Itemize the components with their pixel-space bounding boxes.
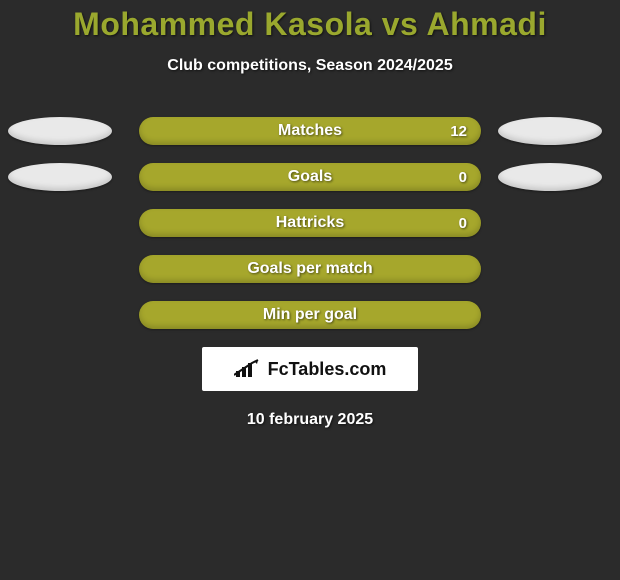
- stat-label: Matches: [278, 122, 342, 140]
- comparison-card: Mohammed Kasola vs Ahmadi Club competiti…: [0, 0, 620, 580]
- bar-chart-icon: [234, 359, 262, 379]
- stat-label: Goals per match: [247, 260, 372, 278]
- stat-label: Min per goal: [263, 306, 357, 324]
- stat-value: 0: [459, 169, 467, 186]
- page-title: Mohammed Kasola vs Ahmadi: [0, 6, 620, 43]
- stat-row: Min per goal: [0, 301, 620, 329]
- left-ellipse: [8, 117, 112, 145]
- stat-bar: Matches 12: [139, 117, 481, 145]
- right-ellipse: [498, 163, 602, 191]
- date-text: 10 february 2025: [0, 411, 620, 429]
- stat-value: 12: [450, 123, 467, 140]
- site-logo[interactable]: FcTables.com: [202, 347, 418, 391]
- stat-label: Hattricks: [276, 214, 344, 232]
- stat-row: Matches 12: [0, 117, 620, 145]
- stat-row: Goals per match: [0, 255, 620, 283]
- stat-label: Goals: [288, 168, 332, 186]
- left-ellipse: [8, 163, 112, 191]
- stat-rows: Matches 12 Goals 0 Hattricks 0 Goals per match…: [0, 117, 620, 329]
- stat-value: 0: [459, 215, 467, 232]
- stat-row: Hattricks 0: [0, 209, 620, 237]
- stat-bar: Goals per match: [139, 255, 481, 283]
- stat-bar: Min per goal: [139, 301, 481, 329]
- right-ellipse: [498, 117, 602, 145]
- stat-bar: Goals 0: [139, 163, 481, 191]
- logo-text: FcTables.com: [268, 359, 387, 380]
- stat-bar: Hattricks 0: [139, 209, 481, 237]
- subtitle: Club competitions, Season 2024/2025: [0, 57, 620, 75]
- stat-row: Goals 0: [0, 163, 620, 191]
